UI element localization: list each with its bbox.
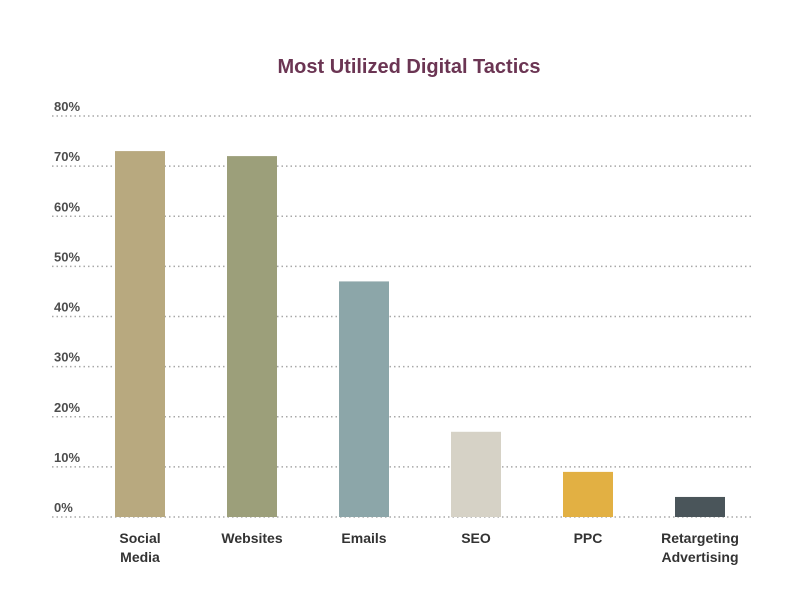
y-tick-label: 50%: [54, 249, 80, 264]
y-tick-label: 40%: [54, 300, 80, 315]
bar: [563, 471, 613, 517]
bar: [339, 281, 389, 517]
bar: [451, 431, 501, 517]
y-tick-label: 30%: [54, 350, 80, 365]
x-tick-label: SEO: [461, 530, 491, 546]
x-tick-label: Social Media: [119, 530, 160, 565]
bar: [115, 151, 165, 517]
bar: [227, 156, 277, 517]
y-tick-label: 60%: [54, 199, 80, 214]
y-tick-label: 80%: [54, 99, 80, 114]
chart-title: Most Utilized Digital Tactics: [278, 56, 541, 78]
y-tick-label: 70%: [54, 149, 80, 164]
bar: [675, 496, 725, 517]
y-axis-ticks: 0% 10% 20% 30% 40% 50% 60% 70% 80%: [54, 99, 80, 515]
x-tick-label: Emails: [341, 530, 386, 546]
bars: [115, 151, 725, 517]
x-tick-label: Retargeting Advertising: [661, 530, 739, 565]
x-tick-label: Websites: [221, 530, 282, 546]
x-axis-ticks: Social Media Websites Emails SEO PPC Retargeti…: [119, 530, 739, 565]
x-tick-label: PPC: [574, 530, 603, 546]
y-tick-label: 10%: [54, 450, 80, 465]
y-tick-label: 0%: [54, 500, 73, 515]
y-tick-label: 20%: [54, 400, 80, 415]
